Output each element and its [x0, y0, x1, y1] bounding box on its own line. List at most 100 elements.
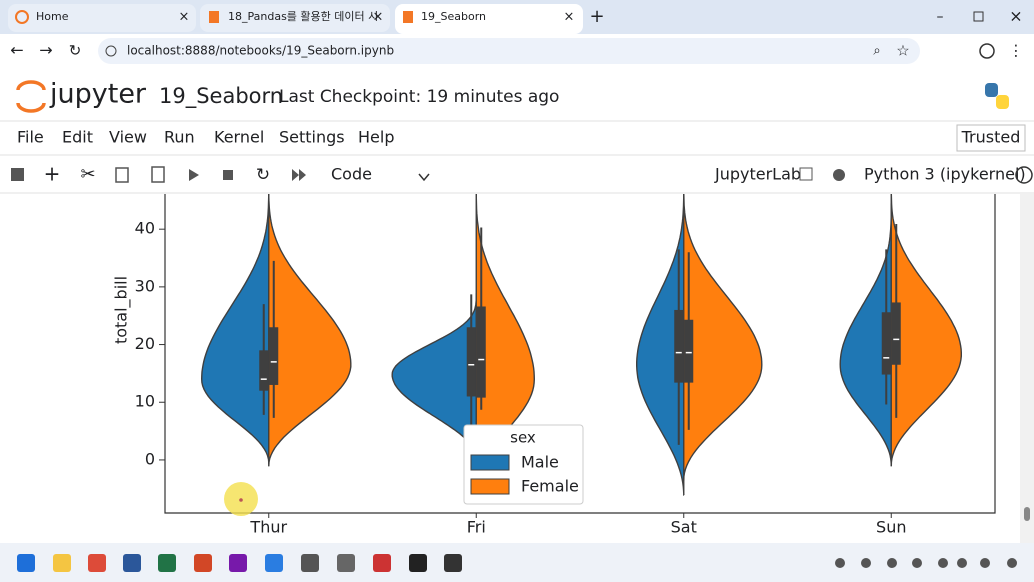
maximize[interactable]	[973, 11, 984, 22]
taskbar-app[interactable]	[229, 554, 247, 572]
tray-icon[interactable]	[957, 558, 967, 568]
stop-button[interactable]	[223, 170, 233, 180]
restart-button[interactable]: ↻	[256, 165, 270, 185]
tray-icon[interactable]	[980, 558, 990, 568]
run-all-button[interactable]	[292, 169, 306, 181]
site-info[interactable]	[105, 45, 117, 57]
taskbar-app[interactable]	[194, 554, 212, 572]
trusted[interactable]: Trusted	[961, 128, 1021, 147]
address-bar[interactable]	[98, 38, 920, 64]
y-tick-label: 0	[145, 449, 155, 468]
legend-swatch	[470, 454, 510, 471]
kernel-status	[1015, 166, 1033, 184]
taskbar-app[interactable]	[53, 554, 71, 572]
tray-icon[interactable]	[861, 558, 871, 568]
bookmark[interactable]: ☆	[896, 42, 909, 60]
box	[891, 302, 901, 365]
zoom[interactable]: ⌕	[873, 44, 880, 59]
x-tick-label: Thur	[249, 518, 287, 537]
menu-item[interactable]: Kernel	[214, 128, 264, 147]
menu-item[interactable]: File	[17, 128, 44, 147]
taskbar-app[interactable]	[158, 554, 176, 572]
menu-item[interactable]: View	[109, 128, 147, 147]
taskbar-app[interactable]	[88, 554, 106, 572]
taskbar-app[interactable]	[265, 554, 283, 572]
kernel-name[interactable]: Python 3 (ipykernel)	[864, 165, 1026, 184]
minimize[interactable]: –	[937, 9, 944, 25]
tray-icon[interactable]	[938, 558, 948, 568]
jupyterlab-link[interactable]: JupyterLab	[714, 165, 801, 184]
legend-title: sex	[510, 429, 536, 447]
paste-button[interactable]	[151, 166, 165, 183]
violin-half	[268, 194, 352, 467]
tab-active[interactable]	[395, 4, 583, 34]
close-window[interactable]: ×	[1009, 7, 1022, 26]
trusted-button[interactable]	[956, 124, 1026, 152]
legend-swatch	[470, 478, 510, 495]
scroll-thumb[interactable]	[1024, 507, 1030, 521]
notebook-name[interactable]: 19_Seaborn	[159, 84, 283, 109]
tab-title[interactable]: 19_Seaborn	[421, 10, 486, 23]
tab-title[interactable]: Home	[36, 10, 69, 23]
tray-icon[interactable]	[835, 558, 845, 568]
axes-frame	[164, 194, 996, 514]
forward[interactable]: →	[39, 41, 52, 60]
taskbar-app[interactable]	[301, 554, 319, 572]
box	[684, 319, 694, 383]
tab-title[interactable]: 18_Pandas를 활용한 데이터 시	[228, 9, 378, 23]
y-tick-label: 30	[135, 276, 155, 295]
dropdown-arrow[interactable]	[418, 173, 430, 182]
tab-close[interactable]: ×	[373, 10, 384, 25]
debug-button[interactable]	[833, 169, 845, 181]
y-tick-label: 20	[135, 334, 155, 353]
plot-area	[200, 194, 962, 497]
violin-half	[200, 194, 270, 464]
box	[674, 309, 684, 383]
box	[259, 350, 269, 391]
insert-button[interactable]: +	[44, 162, 61, 186]
menu-bar: File Edit View Run Kernel Settings Help	[17, 128, 394, 147]
copy-button[interactable]	[115, 167, 129, 183]
tab[interactable]	[8, 4, 196, 32]
violin-half	[636, 194, 685, 497]
menu-item[interactable]: Edit	[62, 128, 93, 147]
legend-label: Female	[521, 477, 579, 496]
browser-menu[interactable]: ⋮	[1009, 42, 1024, 60]
tab-close[interactable]: ×	[564, 10, 575, 25]
x-tick-label: Sat	[671, 518, 697, 537]
tab-close[interactable]: ×	[179, 10, 190, 25]
run-button[interactable]	[189, 169, 199, 181]
tray-icon[interactable]	[1007, 558, 1017, 568]
jupyter-logo[interactable]: jupyter	[49, 79, 147, 110]
tab[interactable]	[200, 4, 390, 32]
violin-chart: total_bill sex Male Female 0 10 20 30 40 Thur Fr…	[112, 194, 996, 537]
legend-label: Male	[521, 453, 559, 472]
reload[interactable]: ↻	[69, 42, 82, 60]
legend: sex Male Female	[463, 424, 584, 505]
taskbar-icons	[17, 554, 1017, 572]
y-axis-label: total_bill	[112, 276, 132, 344]
box	[881, 312, 891, 375]
scrollbar[interactable]	[1020, 194, 1034, 543]
tray-icon[interactable]	[887, 558, 897, 568]
cut-button[interactable]: ✂	[80, 164, 95, 185]
save-button[interactable]	[11, 168, 24, 181]
tray-icon[interactable]	[912, 558, 922, 568]
cell-type[interactable]: Code	[331, 165, 372, 184]
taskbar-app[interactable]	[337, 554, 355, 572]
taskbar-app[interactable]	[123, 554, 141, 572]
taskbar-app[interactable]	[444, 554, 462, 572]
new-tab[interactable]: +	[589, 6, 604, 27]
x-tick-label: Sun	[876, 518, 906, 537]
taskbar-app[interactable]	[409, 554, 427, 572]
taskbar-app[interactable]	[17, 554, 35, 572]
back[interactable]: ←	[10, 41, 23, 60]
profile[interactable]	[979, 43, 995, 59]
taskbar-app[interactable]	[373, 554, 391, 572]
menu-item[interactable]: Settings	[279, 128, 345, 147]
jupyter-header	[0, 68, 1034, 194]
menu-item[interactable]: Run	[164, 128, 195, 147]
url[interactable]: localhost:8888/notebooks/19_Seaborn.ipyn…	[127, 44, 394, 58]
menu-item[interactable]: Help	[358, 128, 394, 147]
